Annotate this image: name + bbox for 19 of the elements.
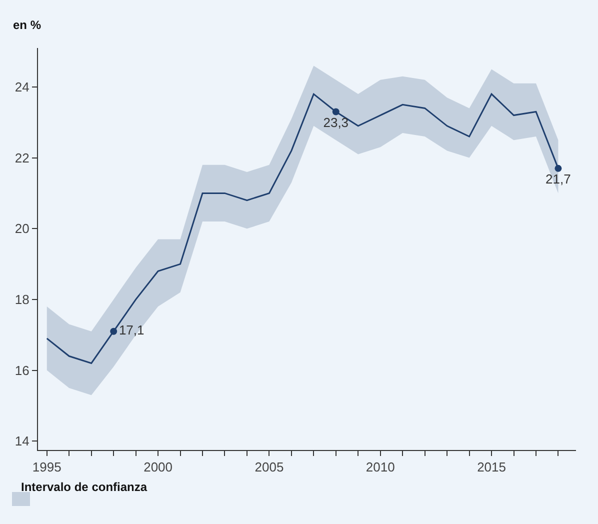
y-tick-label: 24	[14, 80, 30, 95]
x-tick-label: 2005	[254, 460, 284, 475]
point	[332, 108, 340, 116]
y-tick-label: 20	[14, 221, 30, 236]
data-label: 23,3	[323, 114, 349, 130]
y-tick-label: 22	[14, 150, 30, 166]
x-tick-label: 1995	[32, 460, 62, 475]
legend-title: Intervalo de confianza	[21, 480, 148, 494]
x-tick-label: 2015	[477, 460, 506, 475]
y-tick-label: 14	[14, 434, 30, 449]
data-label: 21,7	[546, 172, 571, 187]
y-tick-label: 16	[14, 362, 30, 378]
data-label: 17,1	[118, 322, 144, 338]
y-tick-label: 18	[14, 292, 30, 308]
x-tick-label: 2010	[366, 460, 395, 475]
y-axis-title: en %	[13, 18, 42, 32]
point	[110, 328, 118, 335]
x-tick-label: 2000	[144, 460, 173, 475]
point	[554, 164, 562, 172]
